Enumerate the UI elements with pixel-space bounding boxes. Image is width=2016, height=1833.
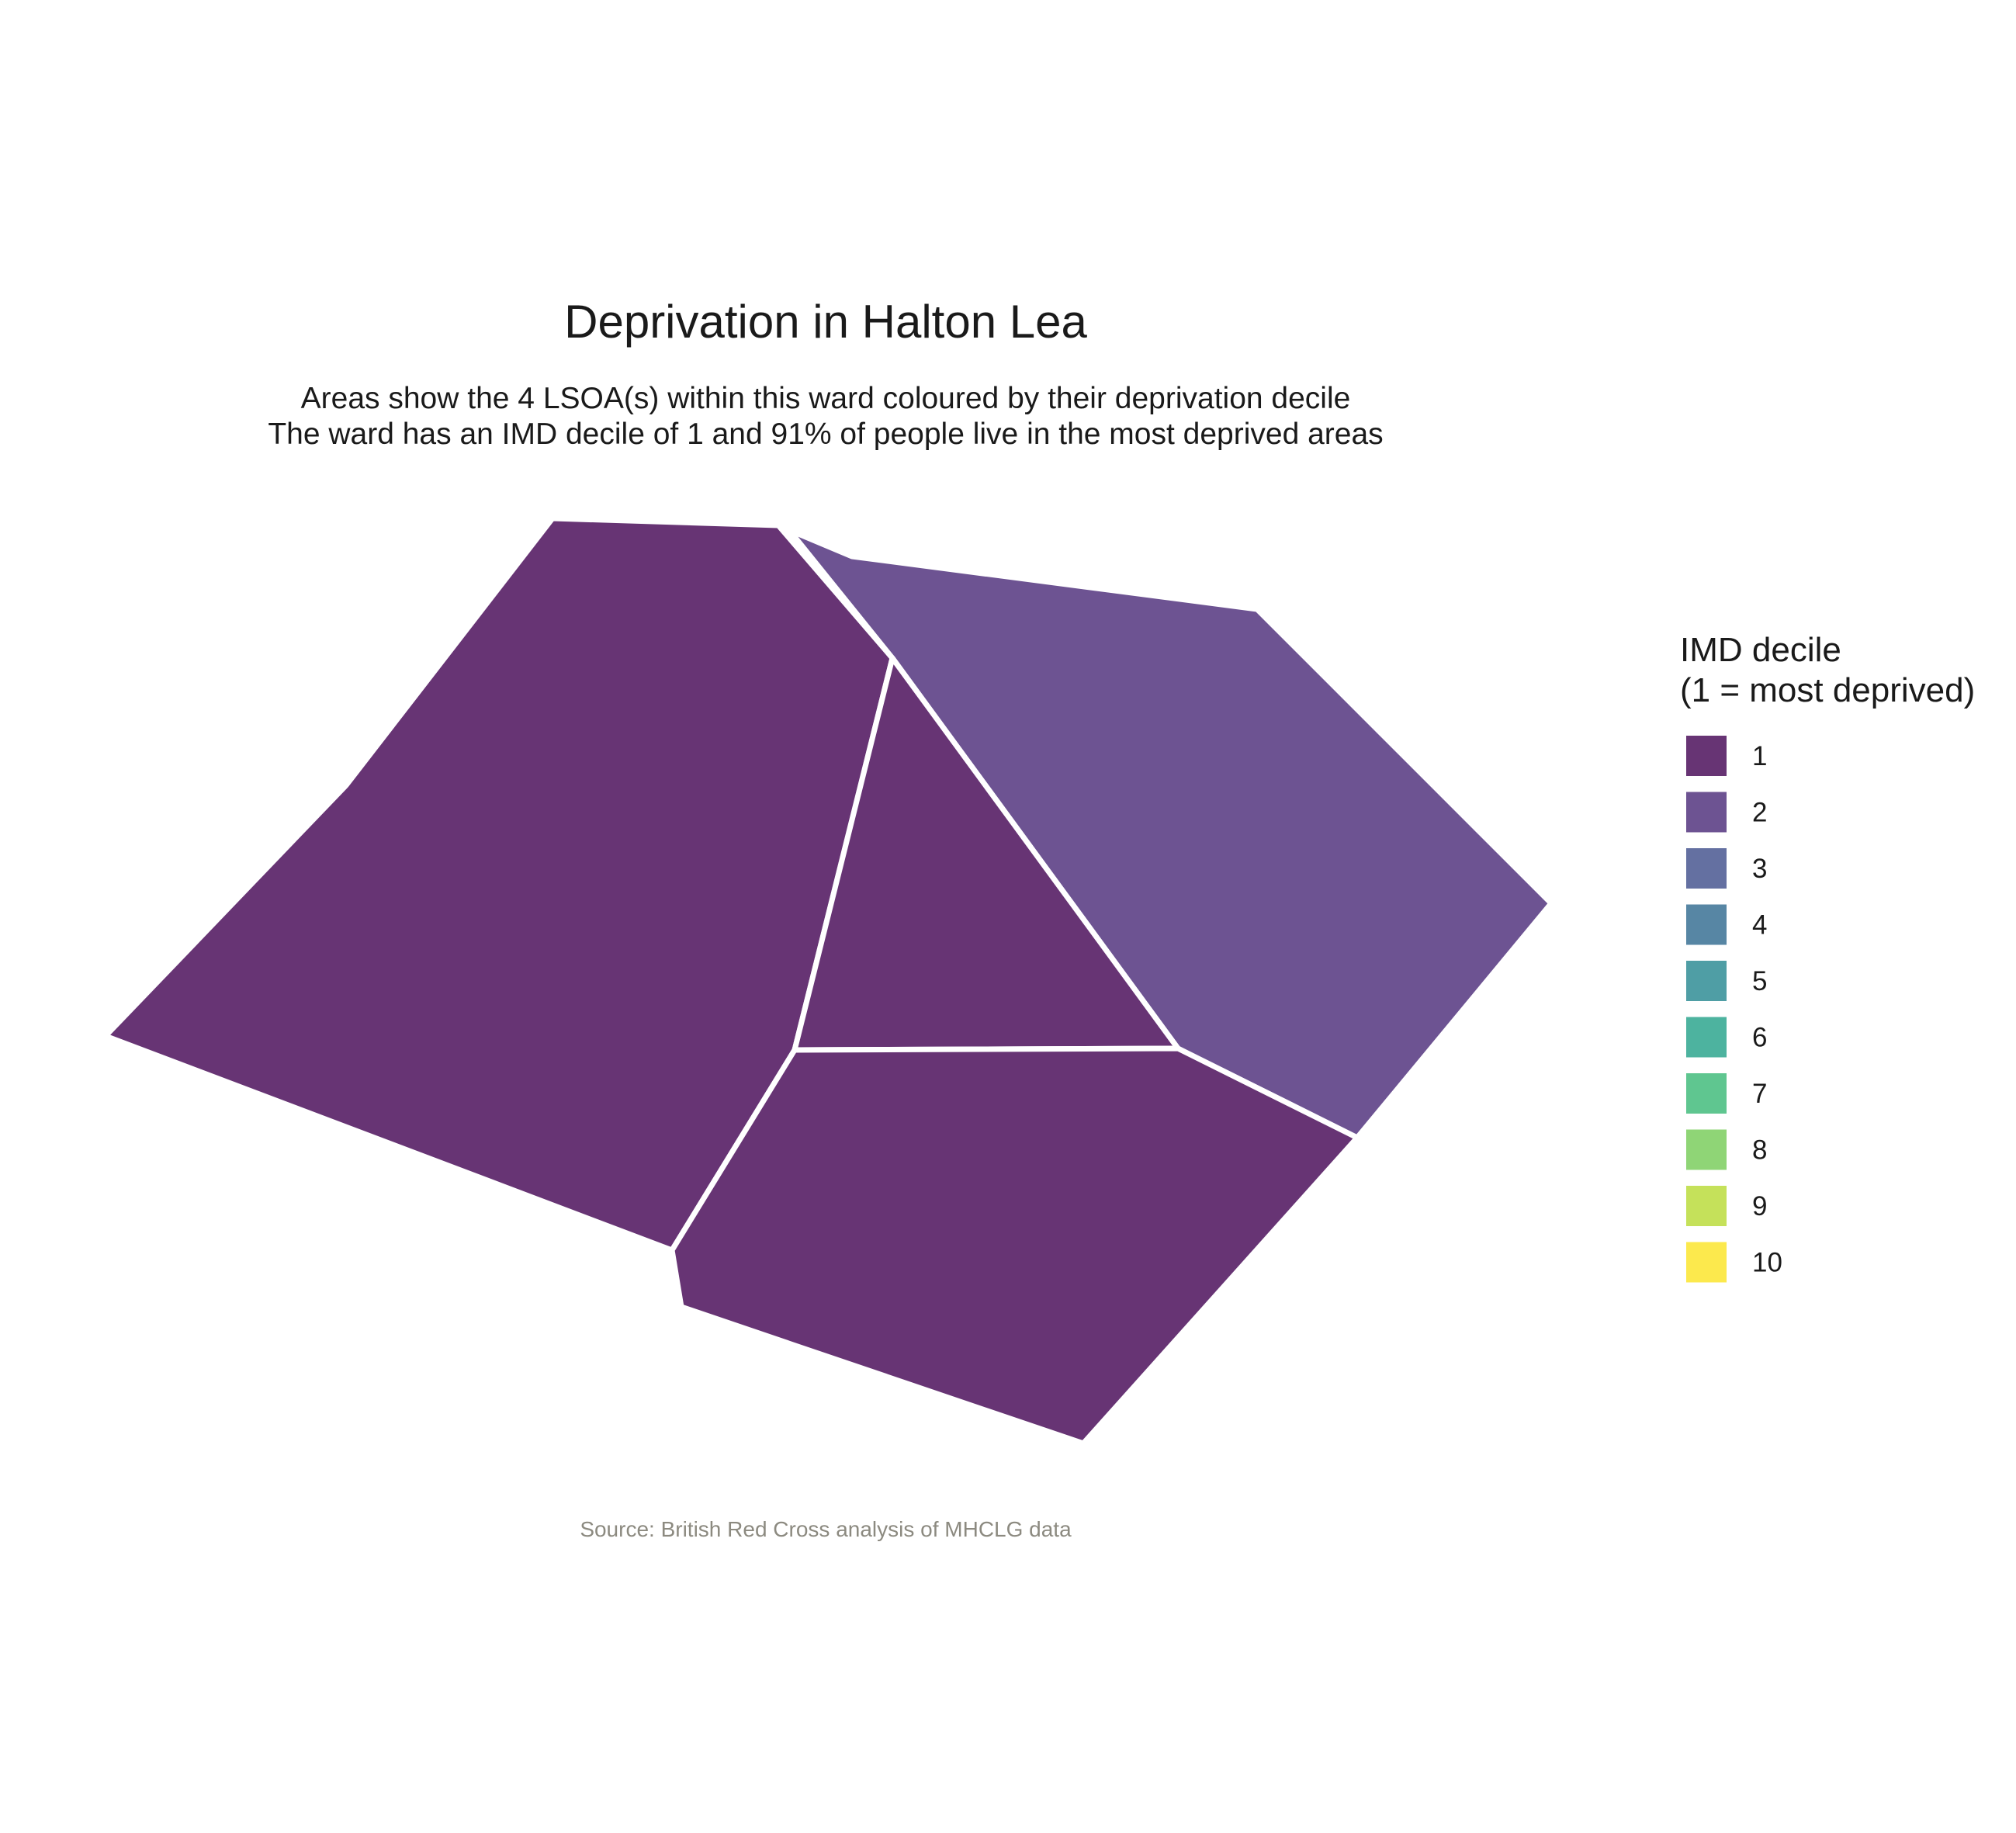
map-title: Deprivation in Halton Lea: [564, 296, 1087, 348]
map-subtitle-line-2: The ward has an IMD decile of 1 and 91% …: [268, 418, 1383, 451]
legend-swatch-3: [1686, 848, 1727, 889]
map-caption: Source: British Red Cross analysis of MH…: [580, 1517, 1072, 1541]
map-subtitle-line-1: Areas show the 4 LSOA(s) within this war…: [301, 382, 1351, 415]
legend-items: 1 2 3 4 5 6 7 8 9 10: [1686, 736, 1782, 1283]
legend-swatch-9: [1686, 1186, 1727, 1226]
legend-label-2: 2: [1752, 798, 1767, 828]
legend-title-line-1: IMD decile: [1680, 631, 1841, 669]
legend-label-3: 3: [1752, 854, 1767, 884]
map-areas: [102, 515, 1554, 1447]
legend: IMD decile (1 = most deprived) 1 2 3 4 5 6 7 8 9…: [1680, 631, 1975, 1283]
legend-title-line-2: (1 = most deprived): [1680, 671, 1975, 709]
legend-swatch-2: [1686, 792, 1727, 833]
legend-swatch-6: [1686, 1017, 1727, 1058]
legend-label-8: 8: [1752, 1135, 1767, 1166]
legend-label-1: 1: [1752, 741, 1767, 771]
legend-swatch-5: [1686, 961, 1727, 1001]
legend-swatch-8: [1686, 1129, 1727, 1170]
legend-label-9: 9: [1752, 1191, 1767, 1221]
legend-label-10: 10: [1752, 1248, 1782, 1278]
legend-swatch-7: [1686, 1073, 1727, 1114]
legend-label-5: 5: [1752, 966, 1767, 996]
legend-label-6: 6: [1752, 1023, 1767, 1053]
legend-swatch-1: [1686, 736, 1727, 776]
legend-label-7: 7: [1752, 1079, 1767, 1109]
legend-swatch-4: [1686, 904, 1727, 945]
lsoa-south: [669, 1045, 1360, 1447]
legend-label-4: 4: [1752, 910, 1767, 941]
legend-swatch-10: [1686, 1242, 1727, 1283]
